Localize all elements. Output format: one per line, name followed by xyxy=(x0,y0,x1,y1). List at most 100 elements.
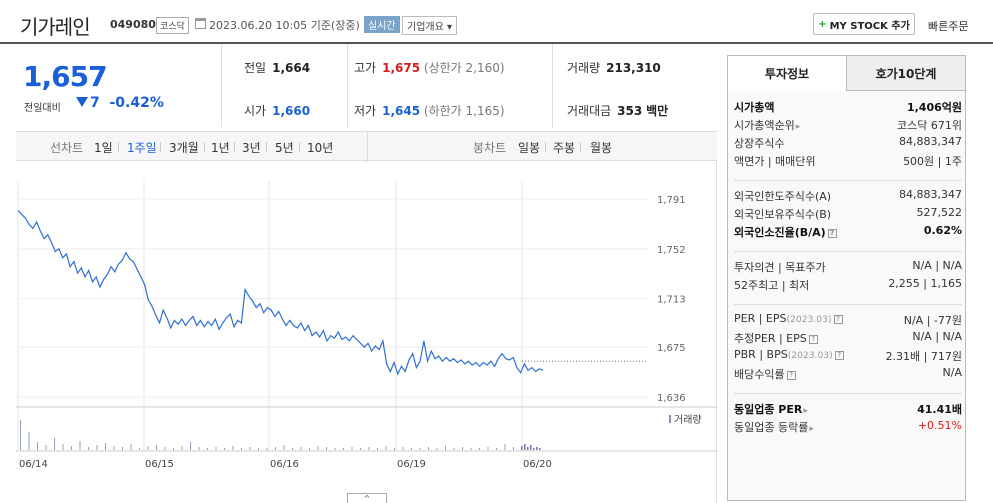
info-row: 외국인소진율(B/A)? 0.62% xyxy=(734,224,962,242)
y-tick-label: 1,752 xyxy=(657,245,686,256)
volume-bar xyxy=(224,448,225,450)
help-icon[interactable]: ? xyxy=(834,351,844,360)
tab-daily-candle[interactable]: 일봉 xyxy=(518,141,541,155)
info-label: 액면가 | 매매단위 xyxy=(734,155,816,168)
company-info-button[interactable]: 기업개요 ▾ xyxy=(402,16,458,35)
tab-3year[interactable]: 3년 xyxy=(242,141,261,155)
volume-bar xyxy=(309,448,310,450)
volume-bar xyxy=(266,448,268,450)
volume-legend-swatch xyxy=(669,415,671,423)
y-tick-label: 1,675 xyxy=(657,343,686,354)
info-label: 상장주식수 xyxy=(734,137,785,150)
info-row: 외국인한도주식수(A) 84,883,347 xyxy=(734,188,962,206)
volume-bar xyxy=(479,448,480,450)
volume-bar xyxy=(105,443,106,450)
tab-order-book[interactable]: 호가10단계 xyxy=(846,55,966,91)
info-row: 배당수익률? N/A xyxy=(734,366,962,384)
info-value: 84,883,347 xyxy=(899,135,962,148)
help-icon[interactable]: ? xyxy=(808,335,818,344)
stock-header: 기가레인 049080 코스닥 2023.06.20 10:05 기준(장중) … xyxy=(0,0,993,44)
chevron-up-icon: ^ xyxy=(363,494,371,503)
info-label: 52주최고 | 최저 xyxy=(734,279,810,292)
trade-amount: 거래대금 353 백만 xyxy=(567,104,669,118)
info-date: (2023.03) xyxy=(786,314,832,325)
volume-bar xyxy=(156,445,157,450)
x-tick-label: 06/15 xyxy=(145,459,174,470)
info-row: 52주최고 | 최저 2,255 | 1,165 xyxy=(734,277,962,295)
tab-1day[interactable]: 1일 xyxy=(94,141,113,155)
info-row: 추정PER | EPS? N/A | N/A xyxy=(734,330,962,348)
volume-bar xyxy=(54,438,55,450)
volume-bar xyxy=(88,447,89,450)
volume-bar xyxy=(113,446,115,450)
volume-bar xyxy=(453,448,455,450)
info-row: 동일업종 등락률▸ +0.51% xyxy=(734,419,962,437)
day-low: 저가 1,645 (하한가 1,165) xyxy=(354,104,505,118)
tab-monthly-candle[interactable]: 월봉 xyxy=(590,141,613,155)
help-icon[interactable]: ? xyxy=(827,229,837,238)
tab-3month[interactable]: 3개월 xyxy=(169,141,199,155)
volume-bar xyxy=(527,447,529,450)
volume-bar xyxy=(20,420,21,450)
info-row: 상장주식수 84,883,347 xyxy=(734,135,962,153)
chart-expand-handle[interactable]: ^ xyxy=(347,493,387,503)
chevron-down-icon: ▾ xyxy=(447,22,453,33)
current-price-panel: 1,657 전일대비 7 -0.42% xyxy=(16,44,222,127)
tab-1year[interactable]: 1년 xyxy=(211,141,230,155)
info-label[interactable]: 동일업종 PER▸ xyxy=(734,403,808,416)
volume-bar xyxy=(258,448,259,450)
info-value: 2.31배 | 717원 xyxy=(885,350,962,363)
x-tick-label: 06/14 xyxy=(19,459,48,470)
tab-investment-info[interactable]: 투자정보 xyxy=(727,55,847,91)
info-label: 추정PER | EPS? xyxy=(734,330,818,346)
info-label[interactable]: 동일업종 등락률▸ xyxy=(734,421,814,434)
volume-bar xyxy=(28,432,30,450)
volume-bar xyxy=(79,441,81,450)
volume-bar xyxy=(45,445,47,450)
info-label[interactable]: 시가총액순위▸ xyxy=(734,119,801,132)
info-row: PER | EPS(2023.03)? N/A | -77원 xyxy=(734,312,962,330)
volume-bar xyxy=(462,447,463,450)
info-value: 1,406억원 xyxy=(906,101,962,114)
section-divider xyxy=(734,304,962,305)
volume-bar xyxy=(394,448,395,450)
tab-weekly-candle[interactable]: 주봉 xyxy=(553,141,576,155)
change-label: 전일대비 xyxy=(24,103,61,114)
volume-bar xyxy=(181,446,183,450)
tab-1week[interactable]: 1주일 xyxy=(127,141,157,155)
price-chart[interactable]: 1,791 1,752 1,713 1,675 1,636 06/14 06/15 06/16… xyxy=(16,161,717,503)
x-tick-label: 06/16 xyxy=(270,459,299,470)
info-row: 외국인보유주식수(B) 527,522 xyxy=(734,206,962,224)
add-mystock-button[interactable]: + MY STOCK 추가 xyxy=(813,13,915,35)
volume-bar xyxy=(524,444,526,450)
quote-datetime: 2023.06.20 10:05 기준(장중) xyxy=(209,19,360,32)
tab-5year[interactable]: 5년 xyxy=(275,141,294,155)
open-price: 시가 1,660 xyxy=(244,104,311,118)
tab-10year[interactable]: 10년 xyxy=(307,141,334,155)
help-icon[interactable]: ? xyxy=(786,371,796,380)
volume-bar xyxy=(232,446,234,450)
volume-bar xyxy=(139,448,140,450)
y-tick-label: 1,713 xyxy=(657,295,686,306)
volume-bar xyxy=(343,448,344,450)
chart-tab-bar: 선차트 1일 1주일 3개월 1년 3년 5년 10년 봉차트 일봉 주봉 월봉 xyxy=(16,131,717,162)
volume-bar xyxy=(173,448,174,450)
price-chart-svg: 1,791 1,752 1,713 1,675 1,636 06/14 06/15 06/16… xyxy=(16,181,717,470)
volume-bar xyxy=(436,448,438,450)
volume-bar xyxy=(300,447,302,450)
volume-bar xyxy=(130,444,132,450)
volume-bar xyxy=(241,448,242,450)
volume-bar xyxy=(164,447,166,450)
quick-order-link[interactable]: 빠른주문 xyxy=(928,20,969,33)
info-label: PER | EPS(2023.03)? xyxy=(734,312,843,325)
volume-bar xyxy=(521,446,523,450)
info-label: 외국인한도주식수(A) xyxy=(734,190,832,203)
realtime-badge[interactable]: 실시간 xyxy=(364,16,400,33)
volume-bar xyxy=(326,447,327,450)
volume-bar xyxy=(533,448,535,450)
volume-bar xyxy=(207,448,208,450)
info-value: 84,883,347 xyxy=(899,188,962,201)
info-value: N/A | -77원 xyxy=(903,314,962,327)
help-icon[interactable]: ? xyxy=(833,315,843,324)
volume-bar xyxy=(504,444,506,450)
